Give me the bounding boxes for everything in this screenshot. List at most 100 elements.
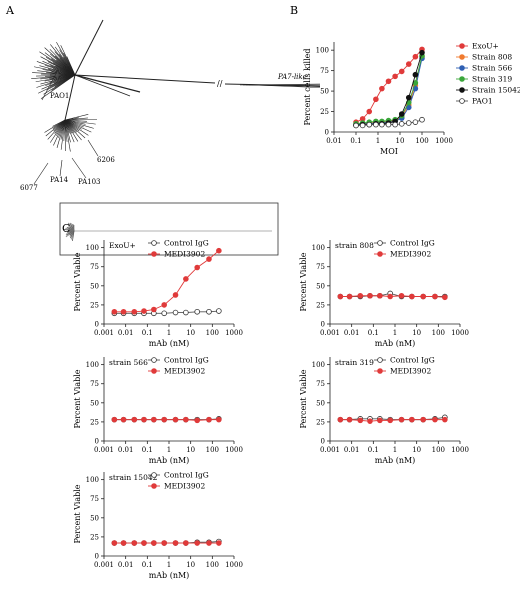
legend-label: ExoU+ xyxy=(472,42,499,51)
panel-annotation: strain 808 xyxy=(335,241,374,250)
y-tick-label: 50 xyxy=(316,282,325,290)
y-axis-label: Percent Viable xyxy=(299,369,308,428)
legend-label: MEDI3902 xyxy=(390,250,431,259)
data-point xyxy=(337,416,344,423)
y-tick-label: 75 xyxy=(320,67,329,75)
data-point xyxy=(359,122,366,129)
x-axis-label: mAb (nM) xyxy=(375,456,416,465)
x-axis-label: mAb (nM) xyxy=(149,571,190,580)
y-tick-label: 50 xyxy=(316,399,325,407)
data-point xyxy=(398,292,405,299)
data-point xyxy=(412,71,419,78)
x-tick-label: 10 xyxy=(186,446,195,454)
data-point xyxy=(373,121,379,128)
data-point xyxy=(432,293,438,300)
y-tick-label: 0 xyxy=(95,553,99,561)
data-point xyxy=(111,308,118,315)
y-tick-label: 75 xyxy=(316,380,325,388)
x-axis-label: mAb (nM) xyxy=(149,339,190,348)
tree-branch xyxy=(47,119,66,140)
data-point xyxy=(161,302,167,308)
data-point xyxy=(183,309,189,316)
legend-label: MEDI3902 xyxy=(164,367,205,376)
x-tick-label: 1000 xyxy=(435,137,453,145)
data-point xyxy=(151,540,157,546)
y-tick-label: 25 xyxy=(316,301,325,309)
data-point xyxy=(216,540,222,546)
x-tick-label: 100 xyxy=(206,446,219,454)
data-point xyxy=(442,294,448,301)
data-point xyxy=(409,293,415,300)
data-point xyxy=(398,68,405,75)
x-tick-label: 1000 xyxy=(451,446,469,454)
x-tick-label: 100 xyxy=(432,446,445,454)
tree-branch xyxy=(40,74,76,99)
inset-branch xyxy=(72,230,75,241)
tree-branch xyxy=(64,119,89,136)
x-tick-label: 10 xyxy=(412,329,421,337)
legend-marker xyxy=(151,368,157,374)
data-point xyxy=(337,293,344,300)
panel-annotation: strain 15042 xyxy=(109,473,158,482)
data-point xyxy=(206,540,212,546)
x-tick-label: 100 xyxy=(206,329,219,337)
data-point xyxy=(398,416,405,423)
tree-branch xyxy=(74,74,141,93)
y-tick-label: 25 xyxy=(90,533,99,541)
y-tick-label: 50 xyxy=(90,514,99,522)
y-tick-label: 25 xyxy=(90,301,99,309)
legend-label: MEDI3902 xyxy=(390,367,431,376)
data-point xyxy=(420,416,426,423)
data-point xyxy=(409,416,415,423)
data-point xyxy=(206,308,212,315)
data-point xyxy=(141,540,147,546)
y-axis-label: Percent Viable xyxy=(299,252,308,311)
y-tick-label: 0 xyxy=(95,321,99,329)
data-point xyxy=(373,96,379,103)
legend-marker xyxy=(459,98,465,104)
y-tick-label: 0 xyxy=(321,438,325,446)
y-tick-label: 0 xyxy=(321,321,325,329)
data-point xyxy=(131,416,138,423)
series-line xyxy=(114,250,220,313)
data-point xyxy=(141,416,147,423)
chart-c-strain-808: 0 25 50 75 100 0.001 0.01 0.1 1 10 100 1000 mAb (nM)… xyxy=(299,239,469,349)
data-point xyxy=(161,540,167,546)
tree-label-pa7-like: PA7-like xyxy=(277,73,307,81)
data-point xyxy=(419,116,425,123)
legend-marker xyxy=(459,54,465,60)
y-tick-label: 50 xyxy=(90,399,99,407)
panel-annotation: strain 319 xyxy=(335,358,374,367)
series-line xyxy=(355,52,423,126)
data-point xyxy=(412,119,419,125)
x-tick-label: 10 xyxy=(396,137,405,145)
data-point xyxy=(353,122,359,129)
tree-label-pa14: PA14 xyxy=(50,176,69,184)
legend-label: Control IgG xyxy=(390,356,435,365)
data-point xyxy=(366,108,373,115)
data-point xyxy=(161,310,167,317)
y-tick-label: 50 xyxy=(90,282,99,290)
data-point xyxy=(131,540,138,546)
x-tick-label: 0.001 xyxy=(94,446,114,454)
y-axis-label: Percent Viable xyxy=(73,369,82,428)
chart-c-strain-15042: 0 25 50 75 100 0.001 0.01 0.1 1 10 100 1000 mAb (nM)… xyxy=(73,471,243,581)
data-point xyxy=(131,308,138,315)
pointer-line xyxy=(33,162,49,185)
data-point xyxy=(172,292,179,298)
panel-annotation: ExoU+ xyxy=(109,241,136,250)
data-point xyxy=(412,53,419,60)
data-point xyxy=(367,292,373,299)
legend-label: Control IgG xyxy=(164,239,209,248)
pointer-line xyxy=(87,139,99,157)
y-tick-label: 100 xyxy=(312,361,325,369)
data-point xyxy=(216,247,222,254)
data-point xyxy=(194,540,200,546)
pointer-line xyxy=(59,159,63,177)
x-tick-label: 0.1 xyxy=(142,561,153,569)
x-tick-label: 0.1 xyxy=(368,446,379,454)
tree-branch xyxy=(64,119,71,152)
x-tick-label: 1 xyxy=(167,329,171,337)
tree-label-6077: 6077 xyxy=(20,184,38,192)
